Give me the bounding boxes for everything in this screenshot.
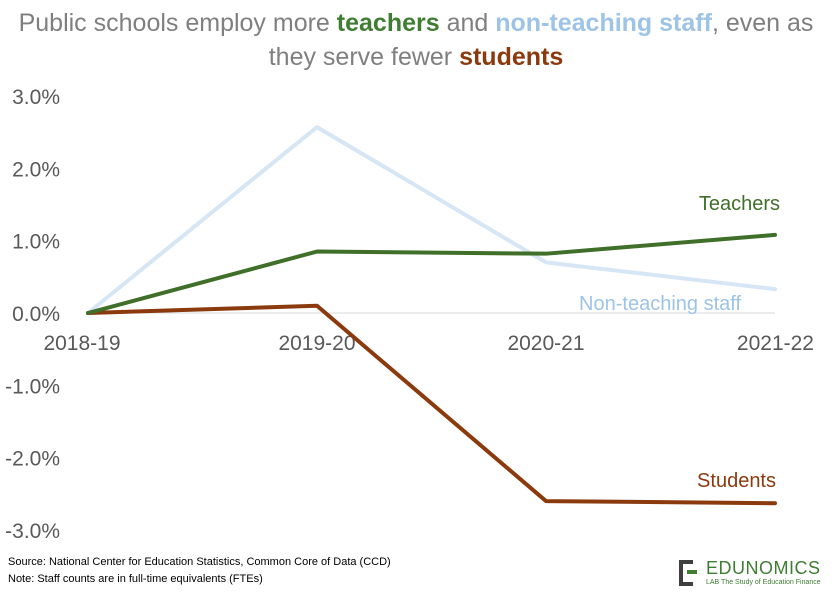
logo-tagline: LAB The Study of Education Finance (706, 579, 821, 586)
y-tick-label: 2.0% (12, 158, 60, 181)
source-note: Source: National Center for Education St… (8, 556, 391, 568)
title-part-0: Public schools employ more (18, 9, 337, 37)
series-label-students: Students (697, 470, 776, 492)
y-tick-label: 0.0% (12, 303, 60, 326)
x-tick-label: 2019-20 (278, 332, 355, 355)
x-tick-label: 2021-22 (737, 332, 814, 355)
y-tick-label: -3.0% (5, 520, 60, 543)
x-tick-label: 2018-19 (43, 332, 120, 355)
series-label-non-teaching-staff: Non-teaching staff (579, 293, 741, 315)
title-part-4: , even as they serve fewer (268, 9, 814, 71)
title-part-1: teachers (336, 9, 440, 37)
logo-name: EDUNOMICS (706, 558, 821, 578)
y-tick-label: -2.0% (5, 448, 60, 471)
series-line-teachers (86, 232, 777, 315)
series-label-teachers: Teachers (699, 193, 780, 215)
y-tick-label: 1.0% (12, 231, 60, 254)
x-tick-label: 2020-21 (507, 332, 584, 355)
line-chart: 3.0% 2.0% 1.0% 0.0% -1.0% -2.0% -3.0% 2018-19 20… (5, 86, 814, 543)
staff-note: Note: Staff counts are in full-time equi… (8, 573, 263, 585)
chart-title: Public schools employ more teachers and … (0, 6, 832, 74)
y-tick-label: 3.0% (12, 86, 60, 109)
edunomics-logo: EDUNOMICS LAB The Study of Education Fin… (678, 558, 828, 594)
title-part-3: non-teaching staff (495, 9, 712, 37)
series-line-students (86, 303, 777, 506)
edunomics-logo-icon (679, 560, 697, 586)
title-part-5: students (459, 43, 564, 71)
series-line-non-teaching-staff (86, 125, 777, 315)
title-part-2: and (439, 9, 496, 37)
y-tick-label: -1.0% (5, 375, 60, 398)
